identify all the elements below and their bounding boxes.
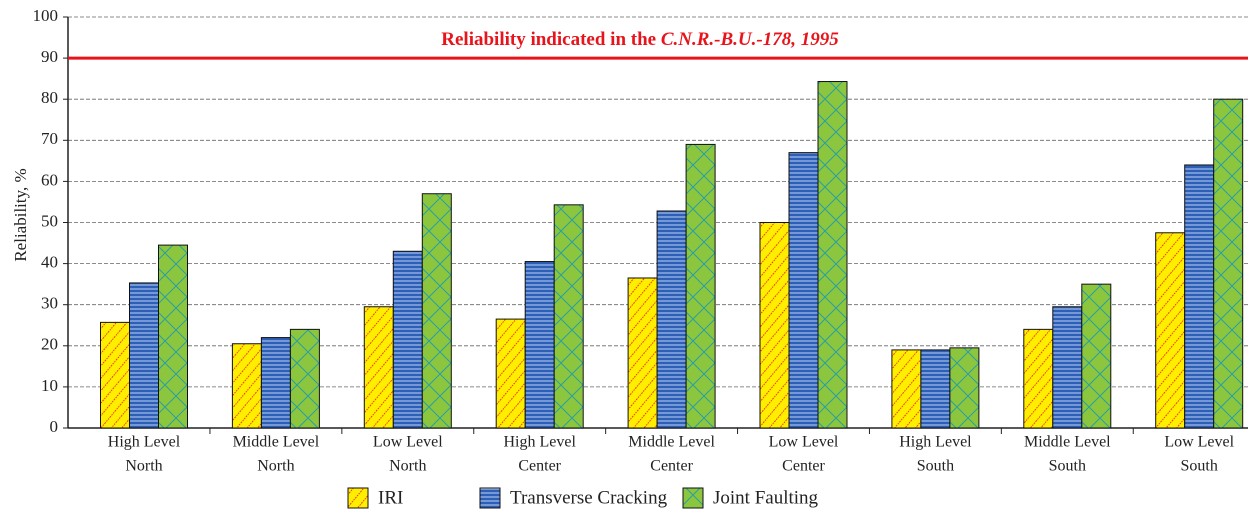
reference-label: Reliability indicated in the C.N.R.-B.U.… xyxy=(441,29,839,50)
bar xyxy=(656,210,687,429)
y-tick-label: 100 xyxy=(33,6,59,25)
x-tick-label: High Level xyxy=(503,434,576,451)
y-tick-label: 60 xyxy=(41,170,58,189)
bar xyxy=(1052,306,1083,429)
x-tick-label: South xyxy=(1049,458,1086,475)
x-tick-label: South xyxy=(1181,458,1218,475)
y-tick-label: 70 xyxy=(41,129,58,148)
bar xyxy=(920,349,951,429)
bar xyxy=(627,277,658,429)
x-tick-label: Low Level xyxy=(769,434,839,451)
bar xyxy=(260,337,291,429)
x-tick-label: Middle Level xyxy=(233,434,320,451)
legend-swatch xyxy=(682,487,704,509)
legend-swatch xyxy=(347,487,369,509)
x-tick-label: South xyxy=(917,458,954,475)
y-tick-label: 30 xyxy=(41,294,58,313)
legend-label: IRI xyxy=(378,487,403,508)
y-tick-label: 0 xyxy=(50,417,59,436)
bar xyxy=(495,318,526,429)
bar xyxy=(392,250,423,429)
bar xyxy=(1023,328,1054,429)
bar xyxy=(129,282,159,429)
x-tick-label: High Level xyxy=(108,434,181,451)
x-tick-label: Middle Level xyxy=(1024,434,1111,451)
bar xyxy=(759,222,790,429)
x-tick-label: Center xyxy=(782,458,825,475)
bar xyxy=(524,261,555,429)
bar xyxy=(231,343,262,429)
bar xyxy=(891,349,922,429)
legend-label: Joint Faulting xyxy=(713,487,819,508)
bar xyxy=(100,321,130,429)
x-tick-label: North xyxy=(125,458,162,475)
x-tick-label: Middle Level xyxy=(628,434,715,451)
bar xyxy=(1184,164,1215,429)
y-tick-label: 10 xyxy=(41,376,58,395)
x-tick-label: North xyxy=(257,458,294,475)
bar xyxy=(685,143,716,429)
x-tick-label: Low Level xyxy=(1164,434,1234,451)
x-tick-label: Low Level xyxy=(373,434,443,451)
bar xyxy=(817,81,848,429)
bar xyxy=(788,152,819,429)
legend-label: Transverse Cracking xyxy=(510,487,668,508)
legend-swatch xyxy=(479,487,501,509)
bar xyxy=(363,306,394,429)
y-axis-label: Reliability, % xyxy=(11,168,30,261)
y-tick-label: 50 xyxy=(41,211,58,230)
reference-label-text: Reliability indicated in the xyxy=(441,29,661,50)
bar xyxy=(1155,232,1186,429)
x-tick-label: High Level xyxy=(899,434,972,451)
y-tick-label: 20 xyxy=(41,335,58,354)
bar xyxy=(158,244,188,429)
x-tick-label: North xyxy=(389,458,426,475)
bar xyxy=(421,193,452,429)
bar xyxy=(1081,283,1112,429)
bar xyxy=(553,204,584,429)
x-tick-label: Center xyxy=(650,458,693,475)
y-tick-label: 90 xyxy=(41,47,58,66)
reference-label-italic: C.N.R.-B.U.-178, 1995 xyxy=(661,29,839,50)
y-tick-label: 40 xyxy=(41,253,58,272)
bar xyxy=(289,328,320,429)
bar xyxy=(1213,98,1244,429)
bar xyxy=(949,347,980,429)
y-tick-label: 80 xyxy=(41,88,58,107)
x-tick-label: Center xyxy=(518,458,561,475)
